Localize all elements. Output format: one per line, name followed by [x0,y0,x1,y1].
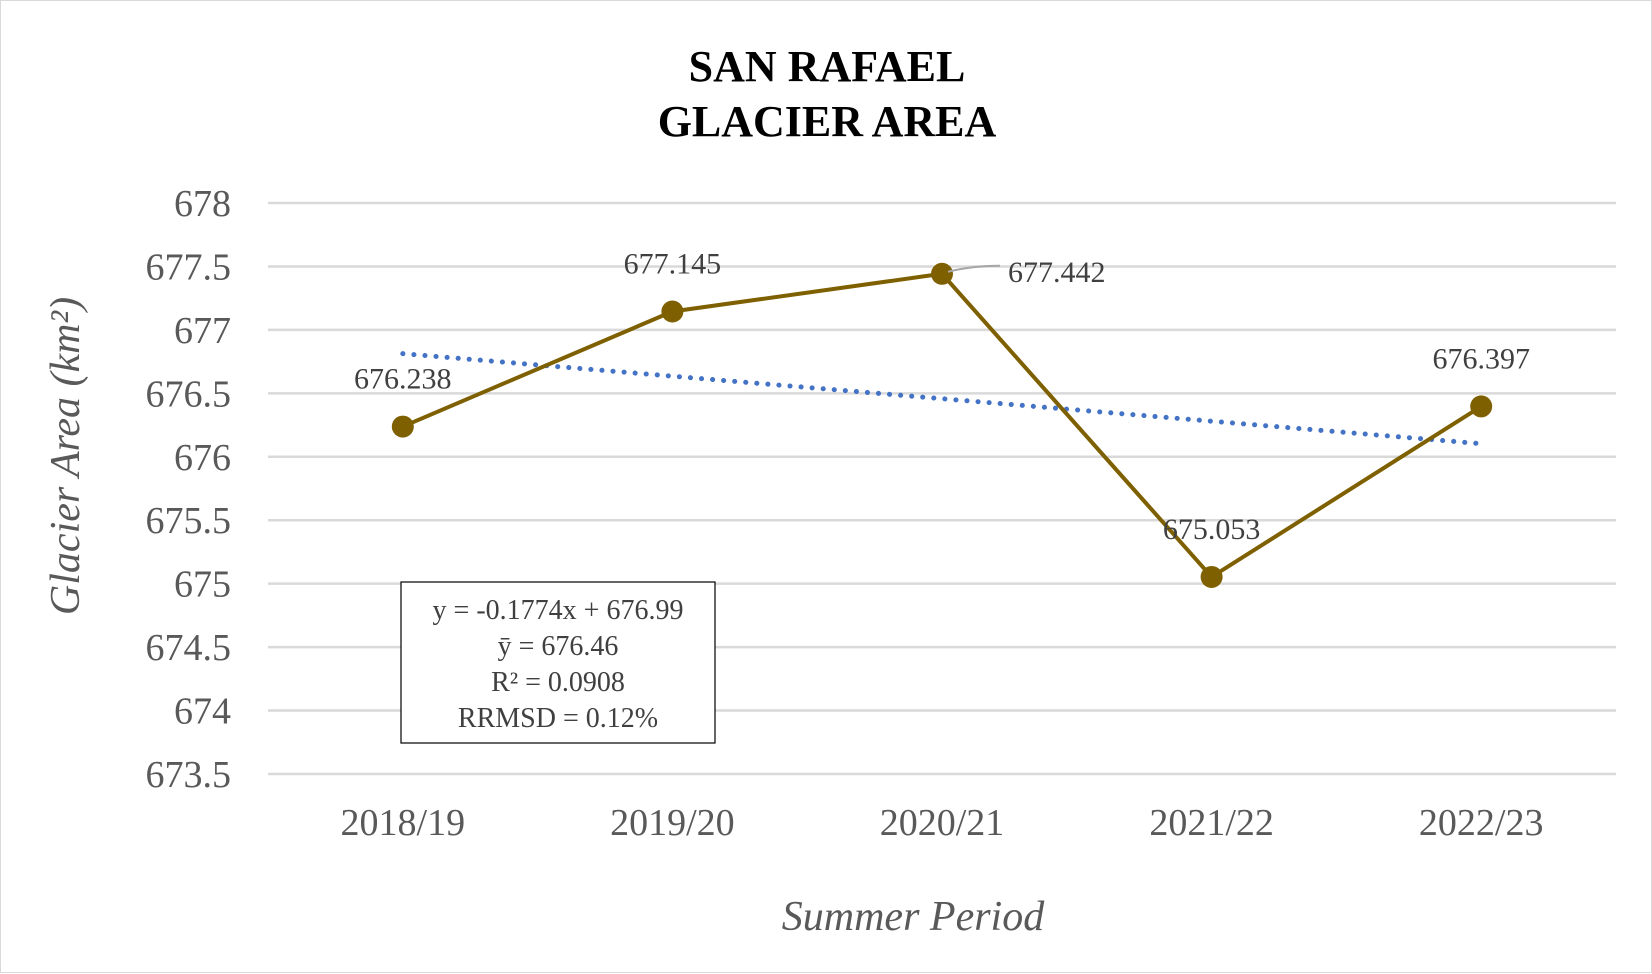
data-point [391,415,414,438]
chart-title-line-1: SAN RAFAEL [689,42,966,91]
data-point [931,262,953,285]
y-tick-label: 675.5 [146,500,232,542]
y-axis-title: Glacier Area (km²) [43,297,89,615]
x-tick-label: 2021/22 [1149,802,1274,844]
y-tick-label: 678 [174,183,231,225]
data-label: 677.442 [1008,256,1106,289]
data-point [1470,395,1493,418]
linear-trendline [400,351,1484,447]
data-label: 675.053 [1163,513,1261,546]
y-tick-label: 673.5 [146,754,232,796]
data-label: 676.397 [1432,342,1530,375]
data-point [1200,565,1223,588]
data-point [661,300,684,323]
data-points [391,262,1493,588]
regression-equation: y = -0.1774x + 676.99 [433,595,684,626]
x-axis-title: Summer Period [782,894,1045,940]
y-tick-label: 674.5 [146,627,232,669]
y-tick-label: 676 [174,437,231,479]
y-tick-label: 675 [174,564,231,606]
data-label: 676.238 [354,363,452,396]
regression-r-squared: R² = 0.0908 [491,667,625,698]
x-tick-label: 2022/23 [1419,802,1544,844]
data-label: 677.145 [624,247,722,280]
x-tick-label: 2018/19 [341,802,466,844]
chart-title-line-2: GLACIER AREA [658,97,997,146]
y-tick-label: 677.5 [146,246,232,288]
y-tick-label: 677 [174,310,231,352]
y-tick-label: 676.5 [146,373,232,415]
data-labels: 676.238 677.145 677.442 675.053 676.397 [354,247,1530,545]
x-axis-ticks: 2018/19 2019/20 2020/21 2021/22 2022/23 [341,802,1544,844]
series-line [402,271,1483,580]
regression-rrmsd: RRMSD = 0.12% [458,703,658,734]
y-tick-label: 674 [174,691,231,733]
data-label-leader-line [947,264,1001,273]
regression-stats-box [400,581,716,744]
x-tick-label: 2019/20 [610,802,735,844]
regression-mean: ȳ = 676.46 [498,631,619,662]
y-axis-ticks: 673.5 674 674.5 675 675.5 676 676.5 677 677.5 678 [146,183,232,796]
x-tick-label: 2020/21 [880,802,1005,844]
